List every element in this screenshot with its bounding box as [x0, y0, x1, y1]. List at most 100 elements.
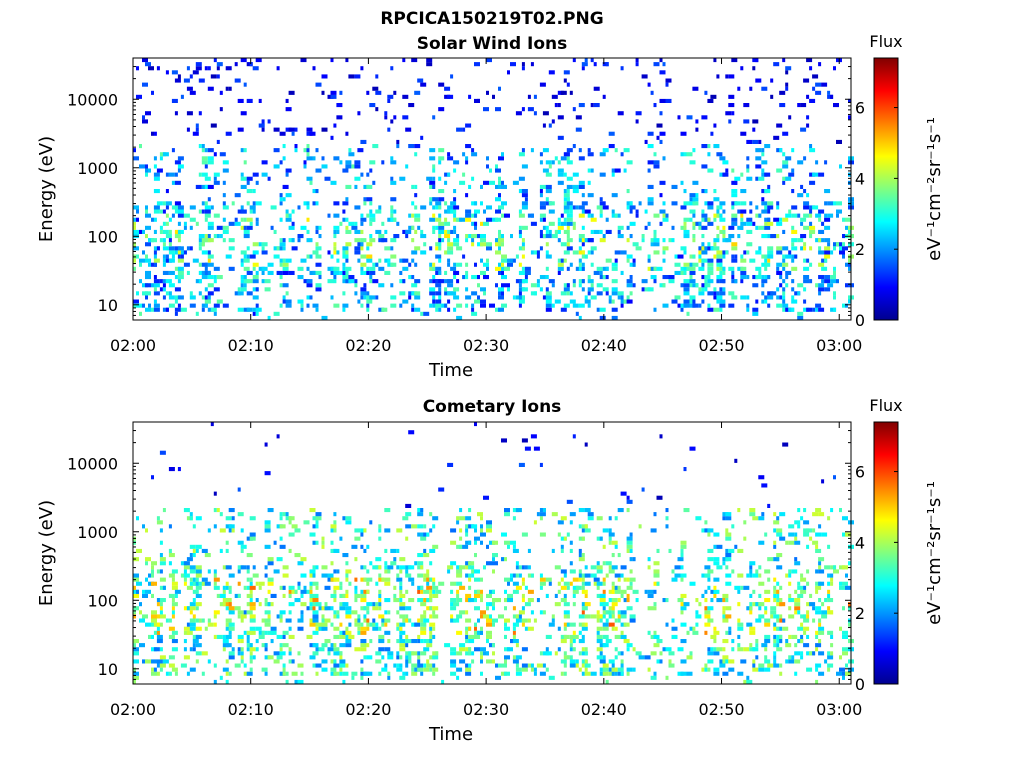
- heatmap-cell: [707, 152, 711, 157]
- heatmap-cell: [201, 307, 205, 312]
- heatmap-cell: [731, 205, 735, 210]
- heatmap-cell: [809, 225, 816, 230]
- heatmap-cell: [593, 103, 600, 108]
- heatmap-cell: [165, 70, 169, 75]
- heatmap-cell: [477, 589, 480, 594]
- heatmap-cell: [707, 144, 711, 149]
- heatmap-cell: [515, 565, 519, 570]
- heatmap-cell: [587, 279, 594, 284]
- heatmap-cell: [764, 655, 768, 660]
- heatmap-cell: [432, 610, 436, 615]
- heatmap-cell: [369, 234, 373, 239]
- heatmap-cell: [620, 671, 624, 676]
- heatmap-cell: [839, 508, 842, 513]
- heatmap-cell: [145, 275, 151, 280]
- heatmap-cell: [429, 287, 436, 292]
- heatmap-cell: [142, 250, 145, 255]
- heatmap-cell: [246, 577, 250, 582]
- heatmap-cell: [198, 144, 202, 149]
- heatmap-cell: [240, 655, 244, 660]
- heatmap-cell: [423, 618, 430, 623]
- heatmap-cell: [384, 246, 391, 251]
- heatmap-cell: [360, 622, 364, 627]
- heatmap-cell: [315, 246, 322, 251]
- heatmap-cell: [363, 655, 367, 660]
- heatmap-cell: [189, 602, 196, 607]
- heatmap-cell: [713, 557, 720, 562]
- heatmap-cell: [536, 250, 540, 255]
- heatmap-cell: [599, 307, 606, 312]
- heatmap-cell: [162, 209, 166, 214]
- heatmap-cell: [288, 520, 292, 525]
- heatmap-cell: [596, 205, 603, 210]
- heatmap-cell: [827, 589, 831, 594]
- heatmap-cell: [536, 279, 540, 284]
- heatmap-cell: [243, 82, 247, 87]
- heatmap-cell: [459, 180, 466, 185]
- heatmap-cell: [842, 254, 845, 259]
- heatmap-cell: [171, 614, 175, 619]
- heatmap-cell: [707, 548, 714, 553]
- heatmap-cell: [435, 307, 439, 312]
- heatmap-cell: [584, 442, 588, 447]
- heatmap-cell: [333, 156, 340, 161]
- heatmap-cell: [216, 275, 223, 280]
- heatmap-cell: [512, 573, 516, 578]
- heatmap-cell: [533, 520, 537, 525]
- heatmap-cell: [563, 229, 570, 234]
- heatmap-cell: [216, 234, 220, 239]
- heatmap-cell: [480, 516, 483, 521]
- heatmap-cell: [303, 520, 310, 525]
- heatmap-cell: [363, 606, 367, 611]
- heatmap-cell: [390, 66, 394, 71]
- heatmap-cell: [671, 569, 675, 574]
- heatmap-cell: [620, 491, 627, 496]
- heatmap-cell: [159, 647, 163, 652]
- heatmap-cell: [246, 279, 253, 284]
- heatmap-cell: [680, 131, 687, 136]
- heatmap-cell: [492, 553, 498, 558]
- heatmap-cell: [542, 225, 546, 230]
- heatmap-cell: [408, 275, 412, 280]
- heatmap-cell: [701, 275, 705, 280]
- heatmap-cell: [563, 250, 570, 255]
- heatmap-cell: [462, 544, 469, 549]
- heatmap-cell: [315, 520, 319, 525]
- heatmap-cell: [521, 107, 525, 112]
- heatmap-cell: [420, 618, 424, 623]
- heatmap-cell: [360, 217, 367, 222]
- heatmap-cell: [707, 569, 714, 574]
- heatmap-cell: [279, 512, 283, 517]
- heatmap-cell: [312, 606, 316, 611]
- heatmap-cell: [620, 659, 624, 664]
- heatmap-cell: [252, 66, 259, 71]
- heatmap-cell: [363, 565, 367, 570]
- heatmap-cell: [133, 303, 136, 308]
- heatmap-cell: [291, 659, 295, 664]
- heatmap-cell: [701, 209, 705, 214]
- heatmap-cell: [524, 585, 528, 590]
- heatmap-cell: [255, 303, 259, 308]
- heatmap-cell: [848, 229, 851, 234]
- heatmap-cell: [315, 593, 319, 598]
- heatmap-cell: [689, 160, 696, 165]
- heatmap-cell: [237, 540, 244, 545]
- heatmap-cell: [791, 189, 795, 194]
- heatmap-cell: [620, 610, 627, 615]
- heatmap-cell: [626, 548, 630, 553]
- heatmap-cell: [483, 565, 486, 570]
- heatmap-cell: [806, 307, 813, 312]
- heatmap-cell: [252, 275, 259, 280]
- heatmap-cell: [366, 266, 370, 271]
- heatmap-cell: [821, 238, 825, 243]
- heatmap-cell: [327, 573, 334, 578]
- heatmap-cell: [725, 581, 732, 586]
- heatmap-cell: [755, 176, 759, 181]
- heatmap-cell: [539, 287, 543, 292]
- heatmap-cell: [842, 246, 848, 251]
- heatmap-cell: [294, 144, 298, 149]
- heatmap-cell: [809, 536, 813, 541]
- heatmap-cell: [680, 246, 687, 251]
- heatmap-cell: [252, 565, 256, 570]
- heatmap-cell: [151, 238, 157, 243]
